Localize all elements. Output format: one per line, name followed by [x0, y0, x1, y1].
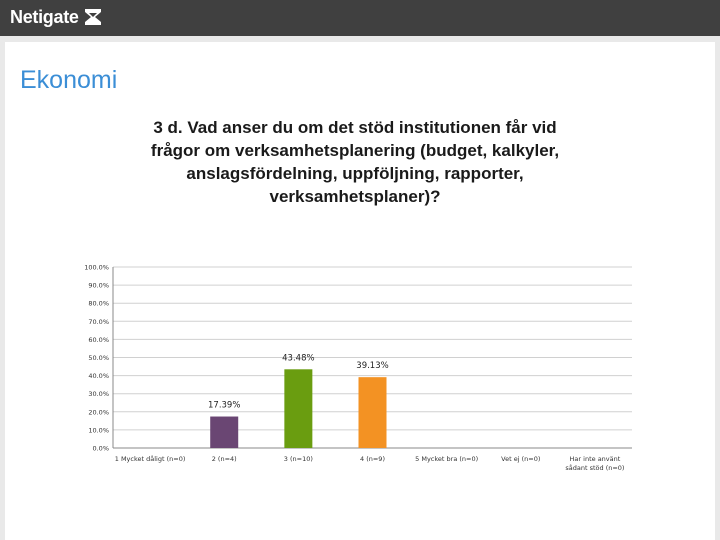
- slide-panel: Ekonomi: [5, 42, 715, 540]
- bar: [358, 377, 387, 448]
- y-tick-label: 10.0%: [88, 426, 109, 434]
- y-tick-label: 0.0%: [92, 445, 109, 453]
- y-tick-label: 100.0%: [84, 264, 109, 272]
- chart-title: 3 d. Vad anser du om det stöd institutio…: [150, 118, 560, 206]
- data-label: 39.13%: [356, 361, 388, 371]
- y-tick-label: 30.0%: [88, 390, 109, 398]
- y-tick-label: 20.0%: [88, 408, 109, 416]
- bar: [284, 369, 313, 448]
- section-title: Ekonomi: [20, 66, 118, 94]
- netigate-logo-icon: [85, 9, 101, 25]
- y-tick-label: 70.0%: [88, 318, 109, 326]
- brand-logo-text: Netigate: [10, 7, 79, 27]
- y-tick-label: 60.0%: [88, 336, 109, 344]
- data-label: 17.39%: [208, 401, 240, 411]
- y-tick-label: 50.0%: [88, 354, 109, 362]
- x-category-label: 4 (n=9): [360, 455, 385, 463]
- data-label: 43.48%: [282, 353, 314, 363]
- x-category-label: Vet ej (n=0): [501, 455, 540, 463]
- x-category-label: 3 (n=10): [284, 455, 313, 463]
- x-category-label: Har inte använt: [570, 455, 621, 463]
- x-category-label: sådant stöd (n=0): [565, 463, 624, 472]
- x-category-label: 5 Mycket bra (n=0): [415, 455, 478, 463]
- bar: [210, 416, 239, 448]
- y-tick-label: 40.0%: [88, 372, 109, 380]
- top-bar: Netigate: [0, 0, 720, 36]
- y-tick-label: 90.0%: [88, 282, 109, 290]
- x-category-label: 1 Mycket dåligt (n=0): [115, 454, 186, 463]
- x-category-label: 2 (n=4): [212, 455, 237, 463]
- y-tick-label: 80.0%: [88, 300, 109, 308]
